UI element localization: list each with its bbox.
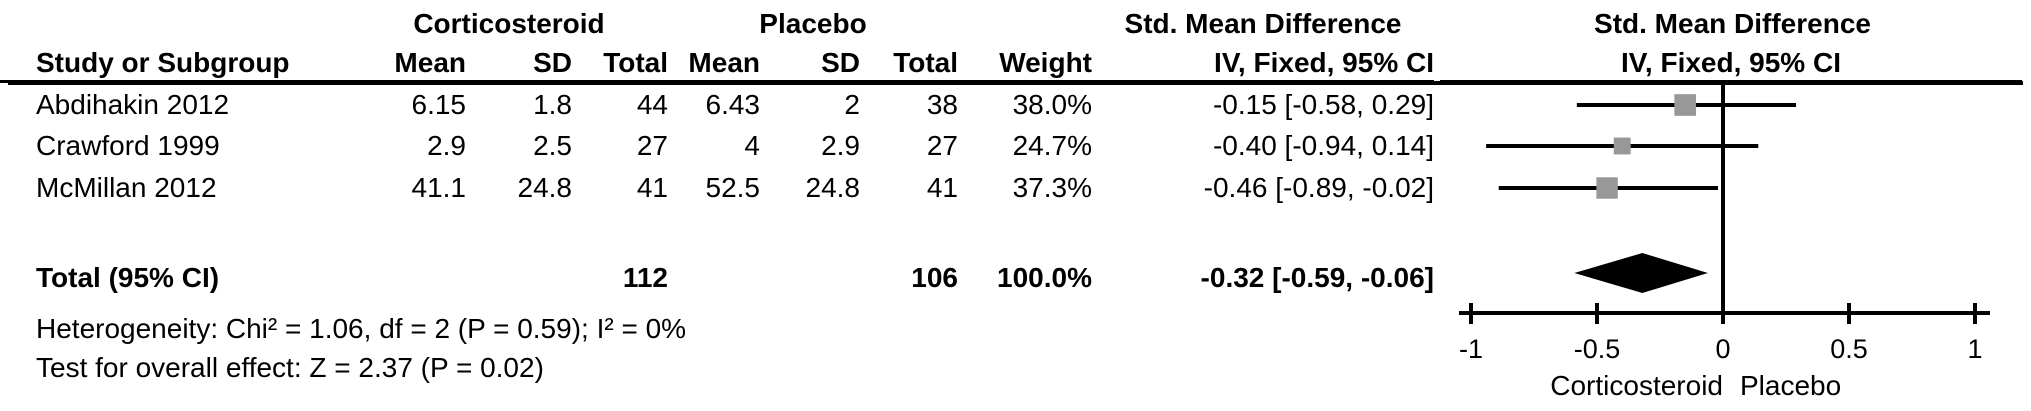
weight-value: 37.3% bbox=[1012, 172, 1092, 203]
effect-square bbox=[1674, 94, 1697, 116]
heterogeneity-stats: Heterogeneity: Chi² = 1.06, df = 2 (P = … bbox=[36, 313, 687, 344]
col-header-total-experimental: Total bbox=[572, 45, 668, 83]
summary-diamond bbox=[1574, 253, 1708, 293]
study-name: Abdihakin 2012 bbox=[36, 89, 230, 120]
total-weight: 100.0% bbox=[997, 262, 1092, 293]
sd-experimental: 2.5 bbox=[533, 130, 572, 161]
sd-experimental: 24.8 bbox=[517, 172, 573, 203]
table-row: Abdihakin 2012 6.15 1.8 44 6.43 2 38 38.… bbox=[0, 87, 1434, 123]
axis-tick-label: 0 bbox=[1715, 334, 1730, 364]
total-control: 38 bbox=[926, 89, 958, 120]
mean-experimental: 2.9 bbox=[427, 130, 466, 161]
total-experimental: 41 bbox=[636, 172, 668, 203]
mean-experimental: 41.1 bbox=[411, 172, 467, 203]
plot-column-title: Std. Mean Difference bbox=[1594, 8, 1871, 39]
total-control: 41 bbox=[926, 172, 958, 203]
effect-square bbox=[1596, 177, 1618, 199]
axis-label-control: Placebo bbox=[1740, 370, 1841, 401]
sd-control: 2.9 bbox=[821, 130, 860, 161]
effect-square bbox=[1613, 137, 1631, 155]
column-header-row: Study or Subgroup Mean SD Total Mean SD … bbox=[0, 45, 1434, 83]
table-row: Crawford 1999 2.9 2.5 27 4 2.9 27 24.7% … bbox=[0, 128, 1434, 164]
mean-control: 52.5 bbox=[705, 172, 761, 203]
mean-experimental: 6.15 bbox=[411, 89, 467, 120]
effect-column-title: Std. Mean Difference bbox=[1124, 8, 1402, 39]
mean-control: 4 bbox=[744, 130, 760, 161]
ci-value: -0.40 [-0.94, 0.14] bbox=[1212, 130, 1434, 161]
group-label-experimental: Corticosteroid bbox=[413, 8, 605, 39]
col-header-total-control: Total bbox=[860, 45, 958, 83]
total-experimental: 27 bbox=[636, 130, 668, 161]
col-header-sd-control: SD bbox=[760, 45, 860, 83]
weight-value: 24.7% bbox=[1012, 130, 1092, 161]
total-n-experimental: 112 bbox=[622, 262, 668, 293]
group-header-row: Corticosteroid Placebo Std. Mean Differe… bbox=[0, 6, 1434, 42]
sd-experimental: 1.8 bbox=[533, 89, 572, 120]
overall-effect-stats: Test for overall effect: Z = 2.37 (P = 0… bbox=[36, 352, 544, 383]
total-row: Total (95% CI) 112 106 100.0% -0.32 [-0.… bbox=[0, 260, 1434, 296]
ci-value: -0.15 [-0.58, 0.29] bbox=[1212, 89, 1434, 120]
col-header-weight: Weight bbox=[958, 45, 1092, 83]
axis-tick-label: 1 bbox=[1967, 334, 1982, 364]
weight-value: 38.0% bbox=[1012, 89, 1092, 120]
total-ci: -0.32 [-0.59, -0.06] bbox=[1200, 262, 1434, 293]
table-row: McMillan 2012 41.1 24.8 41 52.5 24.8 41 … bbox=[0, 170, 1434, 206]
total-experimental: 44 bbox=[636, 89, 668, 120]
study-name: Crawford 1999 bbox=[36, 130, 220, 161]
sd-control: 2 bbox=[844, 89, 860, 120]
mean-control: 6.43 bbox=[705, 89, 761, 120]
total-control: 27 bbox=[926, 130, 958, 161]
axis-tick-label: -1 bbox=[1459, 334, 1483, 364]
header-separator-rule bbox=[8, 81, 2023, 85]
forest-plot-graphic: -1 -0.5 0 0.5 1 Corticosteroid Placebo bbox=[1459, 85, 1990, 401]
axis-label-experimental: Corticosteroid bbox=[1550, 370, 1723, 401]
study-name: McMillan 2012 bbox=[36, 172, 217, 203]
col-header-ci: IV, Fixed, 95% CI bbox=[1092, 45, 1434, 83]
axis-tick-label: 0.5 bbox=[1830, 334, 1868, 364]
col-header-sd-experimental: SD bbox=[466, 45, 572, 83]
axis-tick-label: -0.5 bbox=[1574, 334, 1621, 364]
total-n-control: 106 bbox=[911, 262, 958, 293]
sd-control: 24.8 bbox=[805, 172, 861, 203]
ci-value: -0.46 [-0.89, -0.02] bbox=[1203, 172, 1434, 203]
total-label: Total (95% CI) bbox=[36, 262, 220, 293]
group-label-control: Placebo bbox=[759, 8, 867, 39]
col-header-mean-control: Mean bbox=[668, 45, 760, 83]
col-header-study: Study or Subgroup bbox=[0, 45, 350, 83]
col-header-mean-experimental: Mean bbox=[350, 45, 466, 83]
